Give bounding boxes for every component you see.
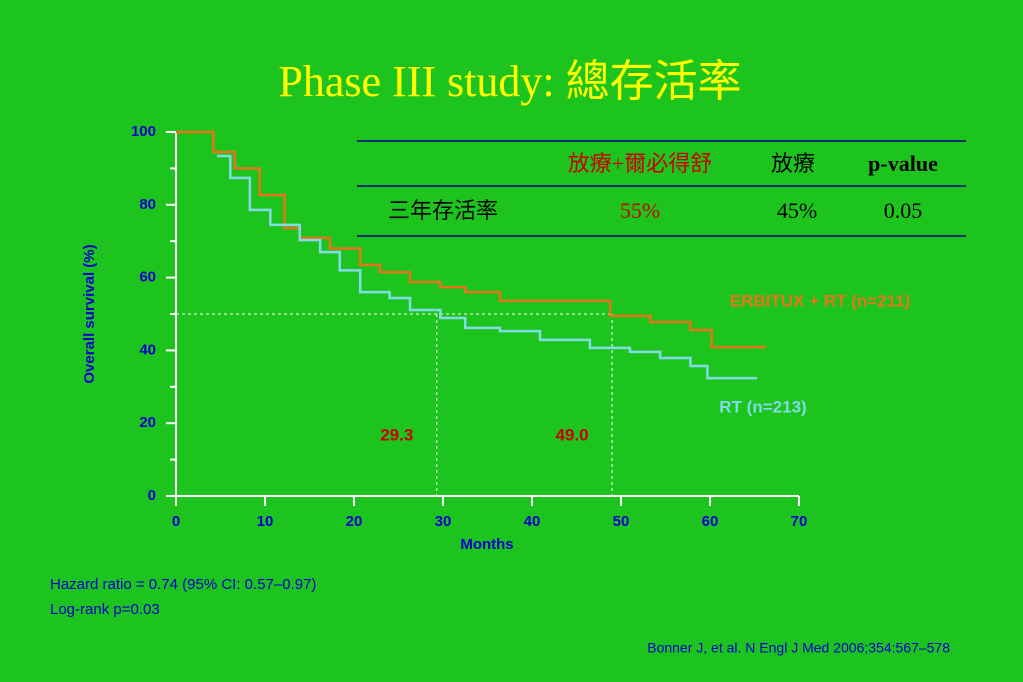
- y-tick-label: 40: [139, 341, 156, 358]
- median-label: 29.3: [380, 425, 413, 444]
- y-axis-label: Overall survival (%): [81, 244, 98, 383]
- x-tick-label: 40: [524, 513, 541, 530]
- y-tick-label: 100: [131, 123, 156, 140]
- table-cell: 45%: [777, 198, 817, 223]
- x-tick-label: 60: [702, 513, 719, 530]
- table-cell: 0.05: [884, 198, 923, 223]
- y-tick-label: 0: [148, 487, 156, 504]
- x-axis-label: Months: [460, 536, 513, 553]
- legend-label: RT (n=213): [719, 397, 806, 416]
- x-tick-label: 50: [613, 513, 630, 530]
- x-tick-label: 0: [172, 513, 180, 530]
- citation: Bonner J, et al. N Engl J Med 2006;354:5…: [647, 640, 950, 656]
- table-header: 放療: [771, 151, 815, 176]
- table-cell: 三年存活率: [388, 198, 498, 223]
- table-header: 放療+爾必得舒: [568, 151, 712, 176]
- x-tick-label: 20: [346, 513, 363, 530]
- median-label: 49.0: [556, 425, 589, 444]
- footnote: Hazard ratio = 0.74 (95% CI: 0.57–0.97): [50, 576, 316, 593]
- x-tick-label: 10: [257, 513, 274, 530]
- table-cell: 55%: [620, 198, 660, 223]
- slide-title: Phase III study: 總存活率: [278, 57, 741, 106]
- table: 放療+爾必得舒 放療 p-value 三年存活率 55% 45% 0.05: [357, 140, 966, 237]
- y-tick-label: 80: [139, 196, 156, 213]
- survival-curve: [176, 130, 767, 349]
- y-tick-label: 60: [139, 269, 156, 286]
- footnote: Log-rank p=0.03: [50, 601, 160, 618]
- survival-curve: [216, 154, 758, 380]
- legend-label: ERBITUX + RT (n=211): [730, 291, 910, 310]
- x-tick-label: 70: [791, 513, 808, 530]
- x-tick-label: 30: [435, 513, 452, 530]
- table-header: p-value: [868, 151, 938, 176]
- y-tick-label: 20: [139, 414, 156, 431]
